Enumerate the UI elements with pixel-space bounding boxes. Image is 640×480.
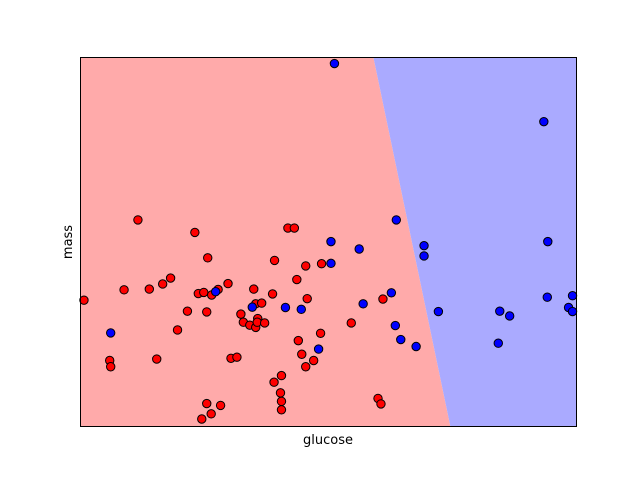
point-blue <box>567 291 578 301</box>
point-red <box>203 253 213 263</box>
point-blue <box>326 236 336 247</box>
plot-frame <box>80 57 577 427</box>
point-red <box>376 399 386 409</box>
point-red <box>119 285 129 295</box>
point-red <box>301 362 311 372</box>
point-blue <box>504 311 515 321</box>
x-axis-label: glucose <box>303 433 353 448</box>
point-red <box>232 352 242 362</box>
point-red <box>206 409 216 419</box>
point-red <box>202 307 212 317</box>
point-blue <box>106 328 116 338</box>
point-red <box>256 298 267 308</box>
point-red <box>289 223 300 233</box>
point-blue <box>296 304 306 315</box>
point-blue <box>419 251 429 261</box>
point-blue <box>433 306 444 317</box>
point-red <box>106 362 116 372</box>
point-blue <box>247 302 257 312</box>
data-points <box>79 58 578 424</box>
point-blue <box>358 299 368 309</box>
point-red <box>79 295 89 305</box>
point-blue <box>386 288 397 298</box>
point-blue <box>567 306 578 317</box>
point-red <box>182 306 193 316</box>
point-red <box>236 309 246 319</box>
region-blue <box>373 58 576 426</box>
point-blue <box>391 215 402 225</box>
point-red <box>197 414 207 424</box>
point-red <box>152 354 162 364</box>
point-blue <box>539 116 549 127</box>
point-red <box>275 388 286 398</box>
point-red <box>172 325 183 335</box>
point-red <box>315 328 326 338</box>
point-blue <box>354 244 364 254</box>
point-red <box>276 405 287 415</box>
point-red <box>346 318 356 328</box>
point-red <box>199 287 209 298</box>
point-red <box>165 273 176 283</box>
point-red <box>276 396 287 407</box>
point-red <box>316 259 327 269</box>
point-blue <box>411 341 421 352</box>
y-axis-label: mass <box>61 225 76 259</box>
point-red <box>144 284 155 294</box>
point-red <box>157 279 168 289</box>
point-red <box>293 335 304 346</box>
point-blue <box>495 306 505 316</box>
point-blue <box>280 302 291 313</box>
decision-regions <box>81 58 576 426</box>
point-red <box>133 215 143 225</box>
point-red <box>292 274 302 285</box>
point-blue <box>390 320 401 331</box>
point-blue <box>210 286 221 297</box>
point-red <box>215 400 226 411</box>
point-blue <box>543 236 553 247</box>
point-red <box>202 398 212 409</box>
point-blue <box>542 292 552 302</box>
point-blue <box>326 258 336 269</box>
point-red <box>269 377 279 387</box>
point-blue <box>493 338 503 348</box>
point-red <box>249 284 259 294</box>
point-red <box>276 370 287 381</box>
region-red <box>81 58 451 426</box>
point-blue <box>396 334 406 345</box>
point-red <box>223 278 233 289</box>
point-blue <box>329 58 340 69</box>
point-red <box>267 289 278 299</box>
point-red <box>190 227 200 238</box>
point-red <box>297 349 307 359</box>
point-blue <box>419 240 429 251</box>
point-blue <box>313 344 324 354</box>
point-red <box>308 355 319 366</box>
point-red <box>378 294 388 304</box>
point-red <box>302 293 312 304</box>
point-red <box>259 318 270 328</box>
point-red <box>301 261 311 271</box>
point-red <box>269 255 280 266</box>
